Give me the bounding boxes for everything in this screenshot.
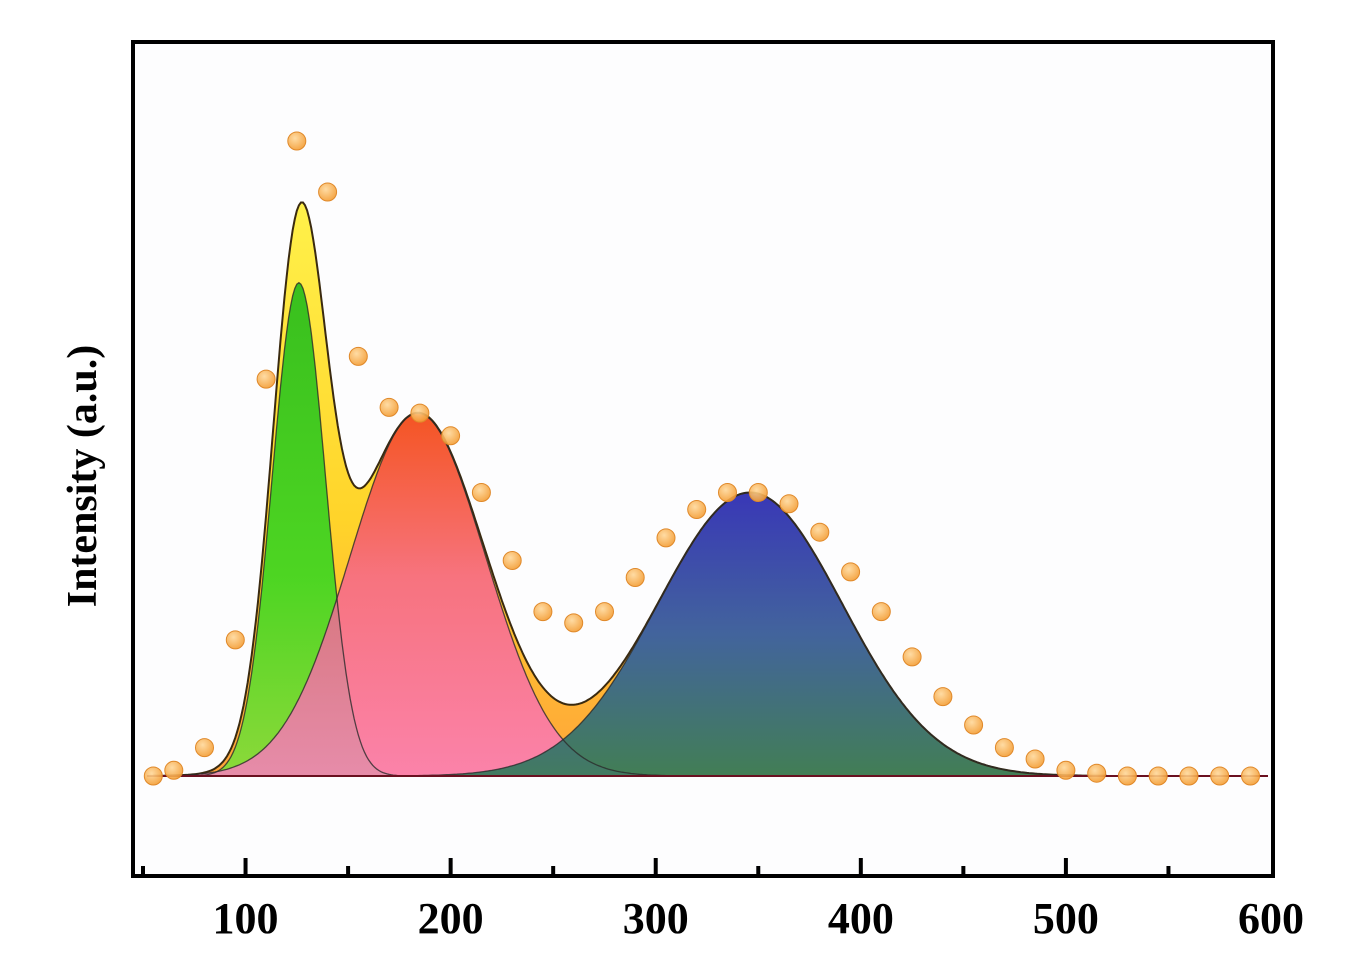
data-point [256,369,276,389]
fill-areas [153,202,1107,776]
data-point [871,602,891,622]
data-point [841,562,861,582]
data-point [441,426,461,446]
data-point [1179,766,1199,786]
data-point [1056,760,1076,780]
data-point [656,528,676,548]
data-point [933,687,953,707]
data-point [471,483,491,502]
data-point [748,483,768,502]
x-tick-label: 400 [828,894,894,943]
data-point [164,760,184,780]
y-axis-title: Intensity (a.u.) [60,345,106,608]
data-point [410,403,430,423]
data-points [143,131,1260,786]
data-point [595,602,614,622]
data-point [502,551,522,570]
data-point [810,522,830,542]
data-point [143,766,163,786]
data-point [718,483,737,502]
peak-2-area [153,413,1107,776]
data-point [318,182,338,202]
data-point [779,494,799,514]
data-point [1241,766,1260,786]
peak-1-area [153,282,1107,776]
data-point [195,738,214,758]
data-point [1148,766,1168,786]
data-point [994,738,1014,758]
data-point [1210,766,1230,786]
data-point [902,647,922,667]
data-point [287,131,307,151]
data-point [1025,749,1045,769]
x-tick-label: 500 [1033,894,1099,943]
data-point [625,568,645,587]
data-point [1087,763,1107,783]
data-point [687,500,707,519]
x-tick-label: 300 [623,894,689,943]
data-point [348,346,368,366]
data-point [1117,766,1137,786]
data-point [964,715,984,735]
peak-3-area [153,492,1107,776]
x-tick-label: 600 [1238,894,1304,943]
x-tick-label: 100 [213,894,279,943]
data-point [225,630,245,650]
x-tick-label: 200 [418,894,484,943]
data-point [379,397,399,417]
data-point [564,613,584,633]
data-point [533,602,553,622]
x-axis: 100 200 300 400 500 600 [141,858,1304,943]
